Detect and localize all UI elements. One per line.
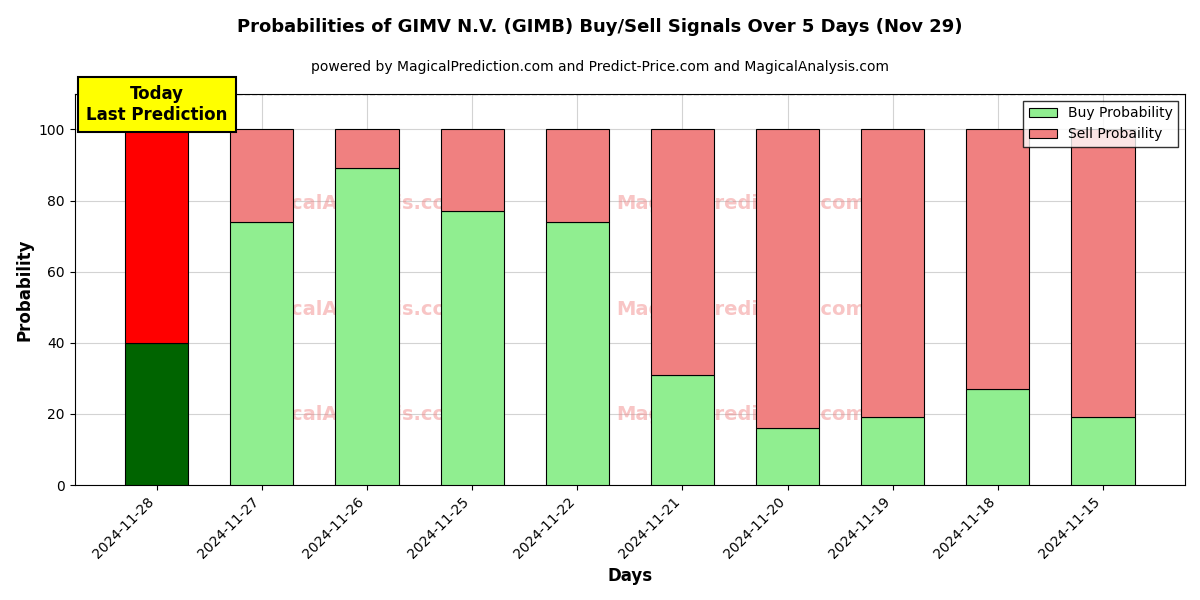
Bar [1072,418,1134,485]
Bar [650,130,714,375]
Bar [650,375,714,485]
Text: powered by MagicalPrediction.com and Predict-Price.com and MagicalAnalysis.com: powered by MagicalPrediction.com and Pre… [311,60,889,74]
Text: MagicalPrediction.com: MagicalPrediction.com [616,405,865,424]
Bar [440,211,504,485]
Bar [756,428,820,485]
Bar [862,418,924,485]
Text: MagicalAnalysis.com: MagicalAnalysis.com [238,194,467,213]
Bar [966,389,1030,485]
Bar [440,130,504,211]
Bar [862,130,924,418]
Text: MagicalAnalysis.com: MagicalAnalysis.com [238,299,467,319]
Bar [336,169,398,485]
Text: MagicalPrediction.com: MagicalPrediction.com [616,299,865,319]
Legend: Buy Probability, Sell Probaility: Buy Probability, Sell Probaility [1024,101,1178,147]
Bar [336,130,398,169]
Text: Probabilities of GIMV N.V. (GIMB) Buy/Sell Signals Over 5 Days (Nov 29): Probabilities of GIMV N.V. (GIMB) Buy/Se… [238,18,962,36]
Bar [230,222,293,485]
Bar [756,130,820,428]
Y-axis label: Probability: Probability [16,238,34,341]
Bar [546,222,608,485]
Text: MagicalAnalysis.com: MagicalAnalysis.com [238,405,467,424]
Bar [125,343,188,485]
X-axis label: Days: Days [607,567,653,585]
Bar [125,130,188,343]
Text: Today
Last Prediction: Today Last Prediction [86,85,227,124]
Text: MagicalPrediction.com: MagicalPrediction.com [616,194,865,213]
Bar [546,130,608,222]
Bar [230,130,293,222]
Bar [966,130,1030,389]
Bar [1072,130,1134,418]
